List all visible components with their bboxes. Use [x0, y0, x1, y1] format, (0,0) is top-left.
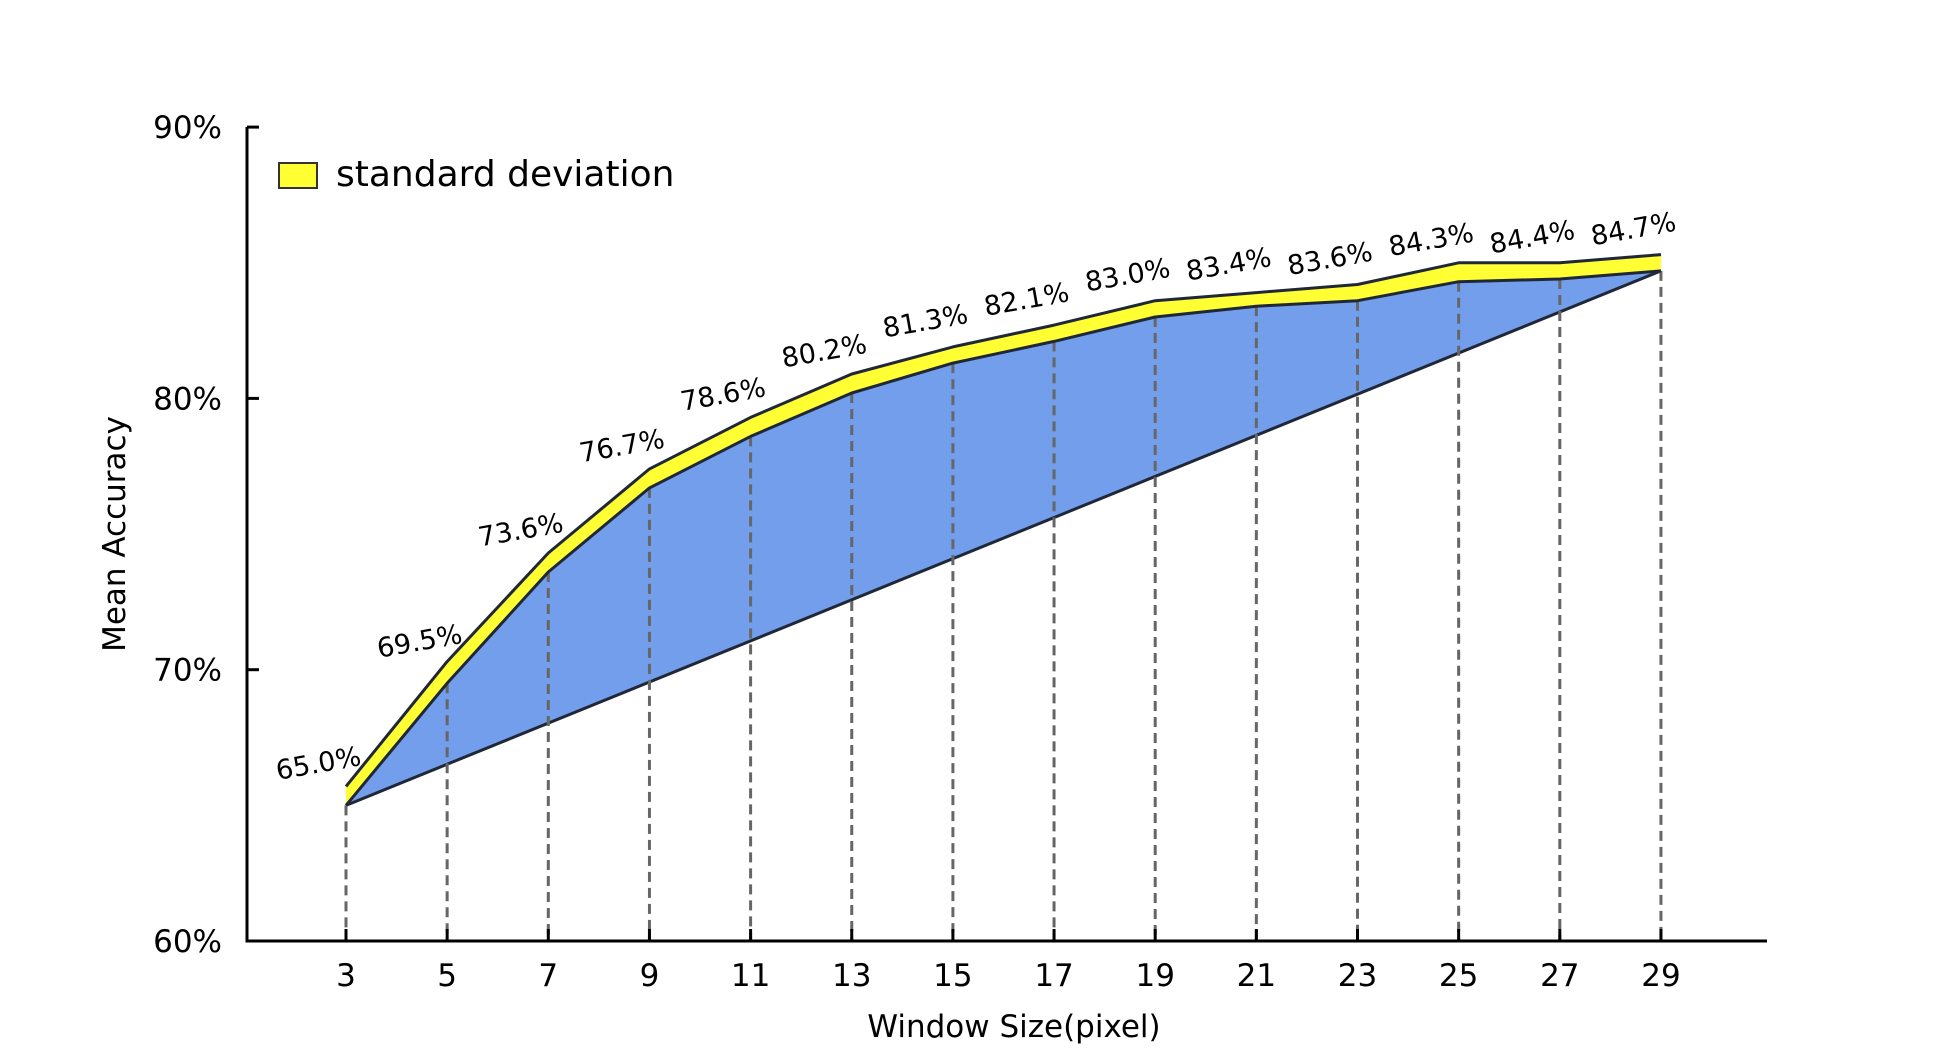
data-label-27: 84.4% — [1487, 215, 1577, 260]
data-label-15: 81.3% — [880, 299, 970, 344]
x-tick-label-19: 19 — [1135, 958, 1174, 994]
y-axis-title: Mean Accuracy — [97, 416, 133, 652]
x-tick-label-15: 15 — [933, 958, 972, 994]
x-tick-label-27: 27 — [1540, 958, 1579, 994]
data-label-29: 84.7% — [1589, 207, 1679, 252]
x-tick-label-29: 29 — [1641, 958, 1680, 994]
data-label-13: 80.2% — [779, 329, 869, 374]
data-label-25: 84.3% — [1386, 218, 1476, 263]
x-tick-label-11: 11 — [731, 958, 770, 994]
x-tick-label-21: 21 — [1237, 958, 1276, 994]
data-label-7: 73.6% — [476, 508, 566, 553]
y-tick-label-70: 70% — [153, 653, 222, 689]
legend-swatch — [278, 162, 318, 189]
data-label-9: 76.7% — [577, 424, 667, 469]
x-tick-label-17: 17 — [1034, 958, 1073, 994]
y-tick-label-60: 60% — [153, 924, 222, 960]
y-tick-label-90: 90% — [153, 110, 222, 146]
x-tick-label-23: 23 — [1338, 958, 1377, 994]
data-label-17: 82.1% — [982, 277, 1072, 322]
y-tick-label-80: 80% — [153, 381, 222, 417]
std-upper-line — [344, 253, 1662, 788]
x-axis-title: Window Size(pixel) — [867, 1009, 1160, 1045]
legend-label-standard-deviation: standard deviation — [336, 154, 674, 195]
x-tick-label-7: 7 — [538, 958, 558, 994]
x-tick-label-13: 13 — [832, 958, 871, 994]
x-tick-label-25: 25 — [1439, 958, 1478, 994]
data-label-21: 83.4% — [1184, 242, 1274, 287]
x-tick-label-5: 5 — [437, 958, 457, 994]
data-label-23: 83.6% — [1285, 237, 1375, 282]
x-tick-label-3: 3 — [336, 958, 356, 994]
data-label-11: 78.6% — [678, 372, 768, 417]
x-tick-label-9: 9 — [640, 958, 660, 994]
data-label-19: 83.0% — [1083, 253, 1173, 298]
mean-accuracy-line — [344, 269, 1662, 807]
legend: standard deviation — [278, 154, 674, 195]
baseline-line — [345, 269, 1662, 807]
